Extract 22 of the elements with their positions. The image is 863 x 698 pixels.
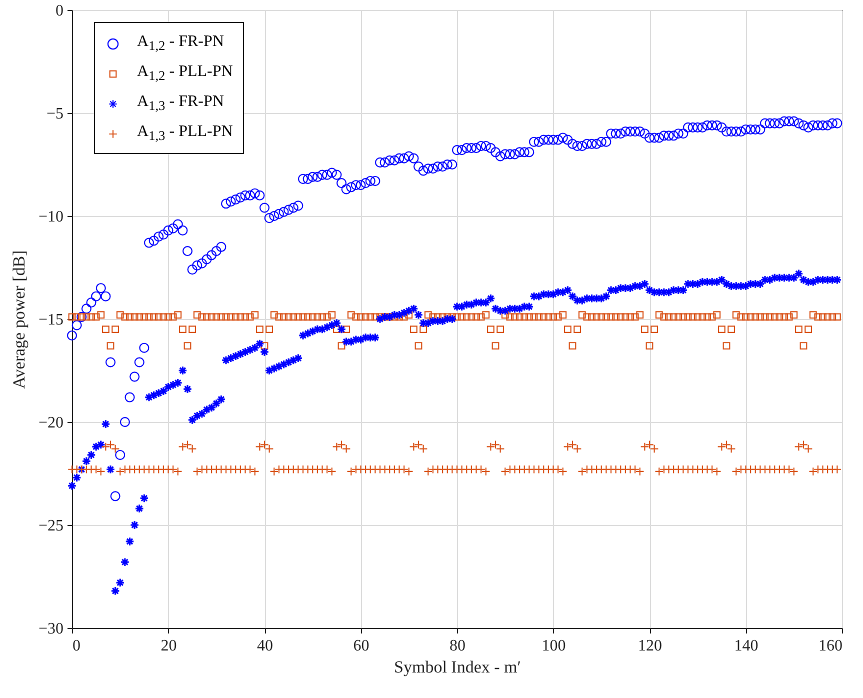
- legend-label: A$_{1,2}$ - FR-PN: [137, 33, 224, 55]
- y-tick-label: −25: [38, 518, 64, 534]
- y-tick-label: −30: [38, 620, 64, 638]
- legend-label: A$_{1,2}$ - PLL-PN: [137, 63, 233, 85]
- legend-label: A$_{1,3}$ - FR-PN: [137, 93, 224, 115]
- legend-label: A$_{1,3}$ - PLL-PN: [137, 123, 233, 145]
- y-tick-label: 0: [56, 2, 64, 20]
- x-tick-label: 140: [734, 638, 758, 654]
- y-tick-label: −5: [46, 106, 64, 122]
- x-tick-label: 80: [450, 638, 466, 654]
- x-tick-label: 0: [72, 638, 80, 654]
- y-axis-title: Average power [dB]: [9, 250, 28, 389]
- x-axis-title: Symbol Index - m′: [394, 658, 521, 676]
- y-tick-label: −15: [38, 312, 64, 328]
- x-tick-label: 120: [638, 638, 662, 654]
- x-tick-label: 20: [160, 638, 177, 654]
- y-tick-label: −20: [38, 414, 64, 432]
- x-tick-label: 160: [818, 638, 842, 654]
- x-tick-label: 100: [542, 638, 566, 654]
- x-tick-label: 60: [353, 638, 370, 654]
- x-tick-label: 40: [257, 638, 273, 654]
- y-tick-label: −10: [38, 208, 64, 226]
